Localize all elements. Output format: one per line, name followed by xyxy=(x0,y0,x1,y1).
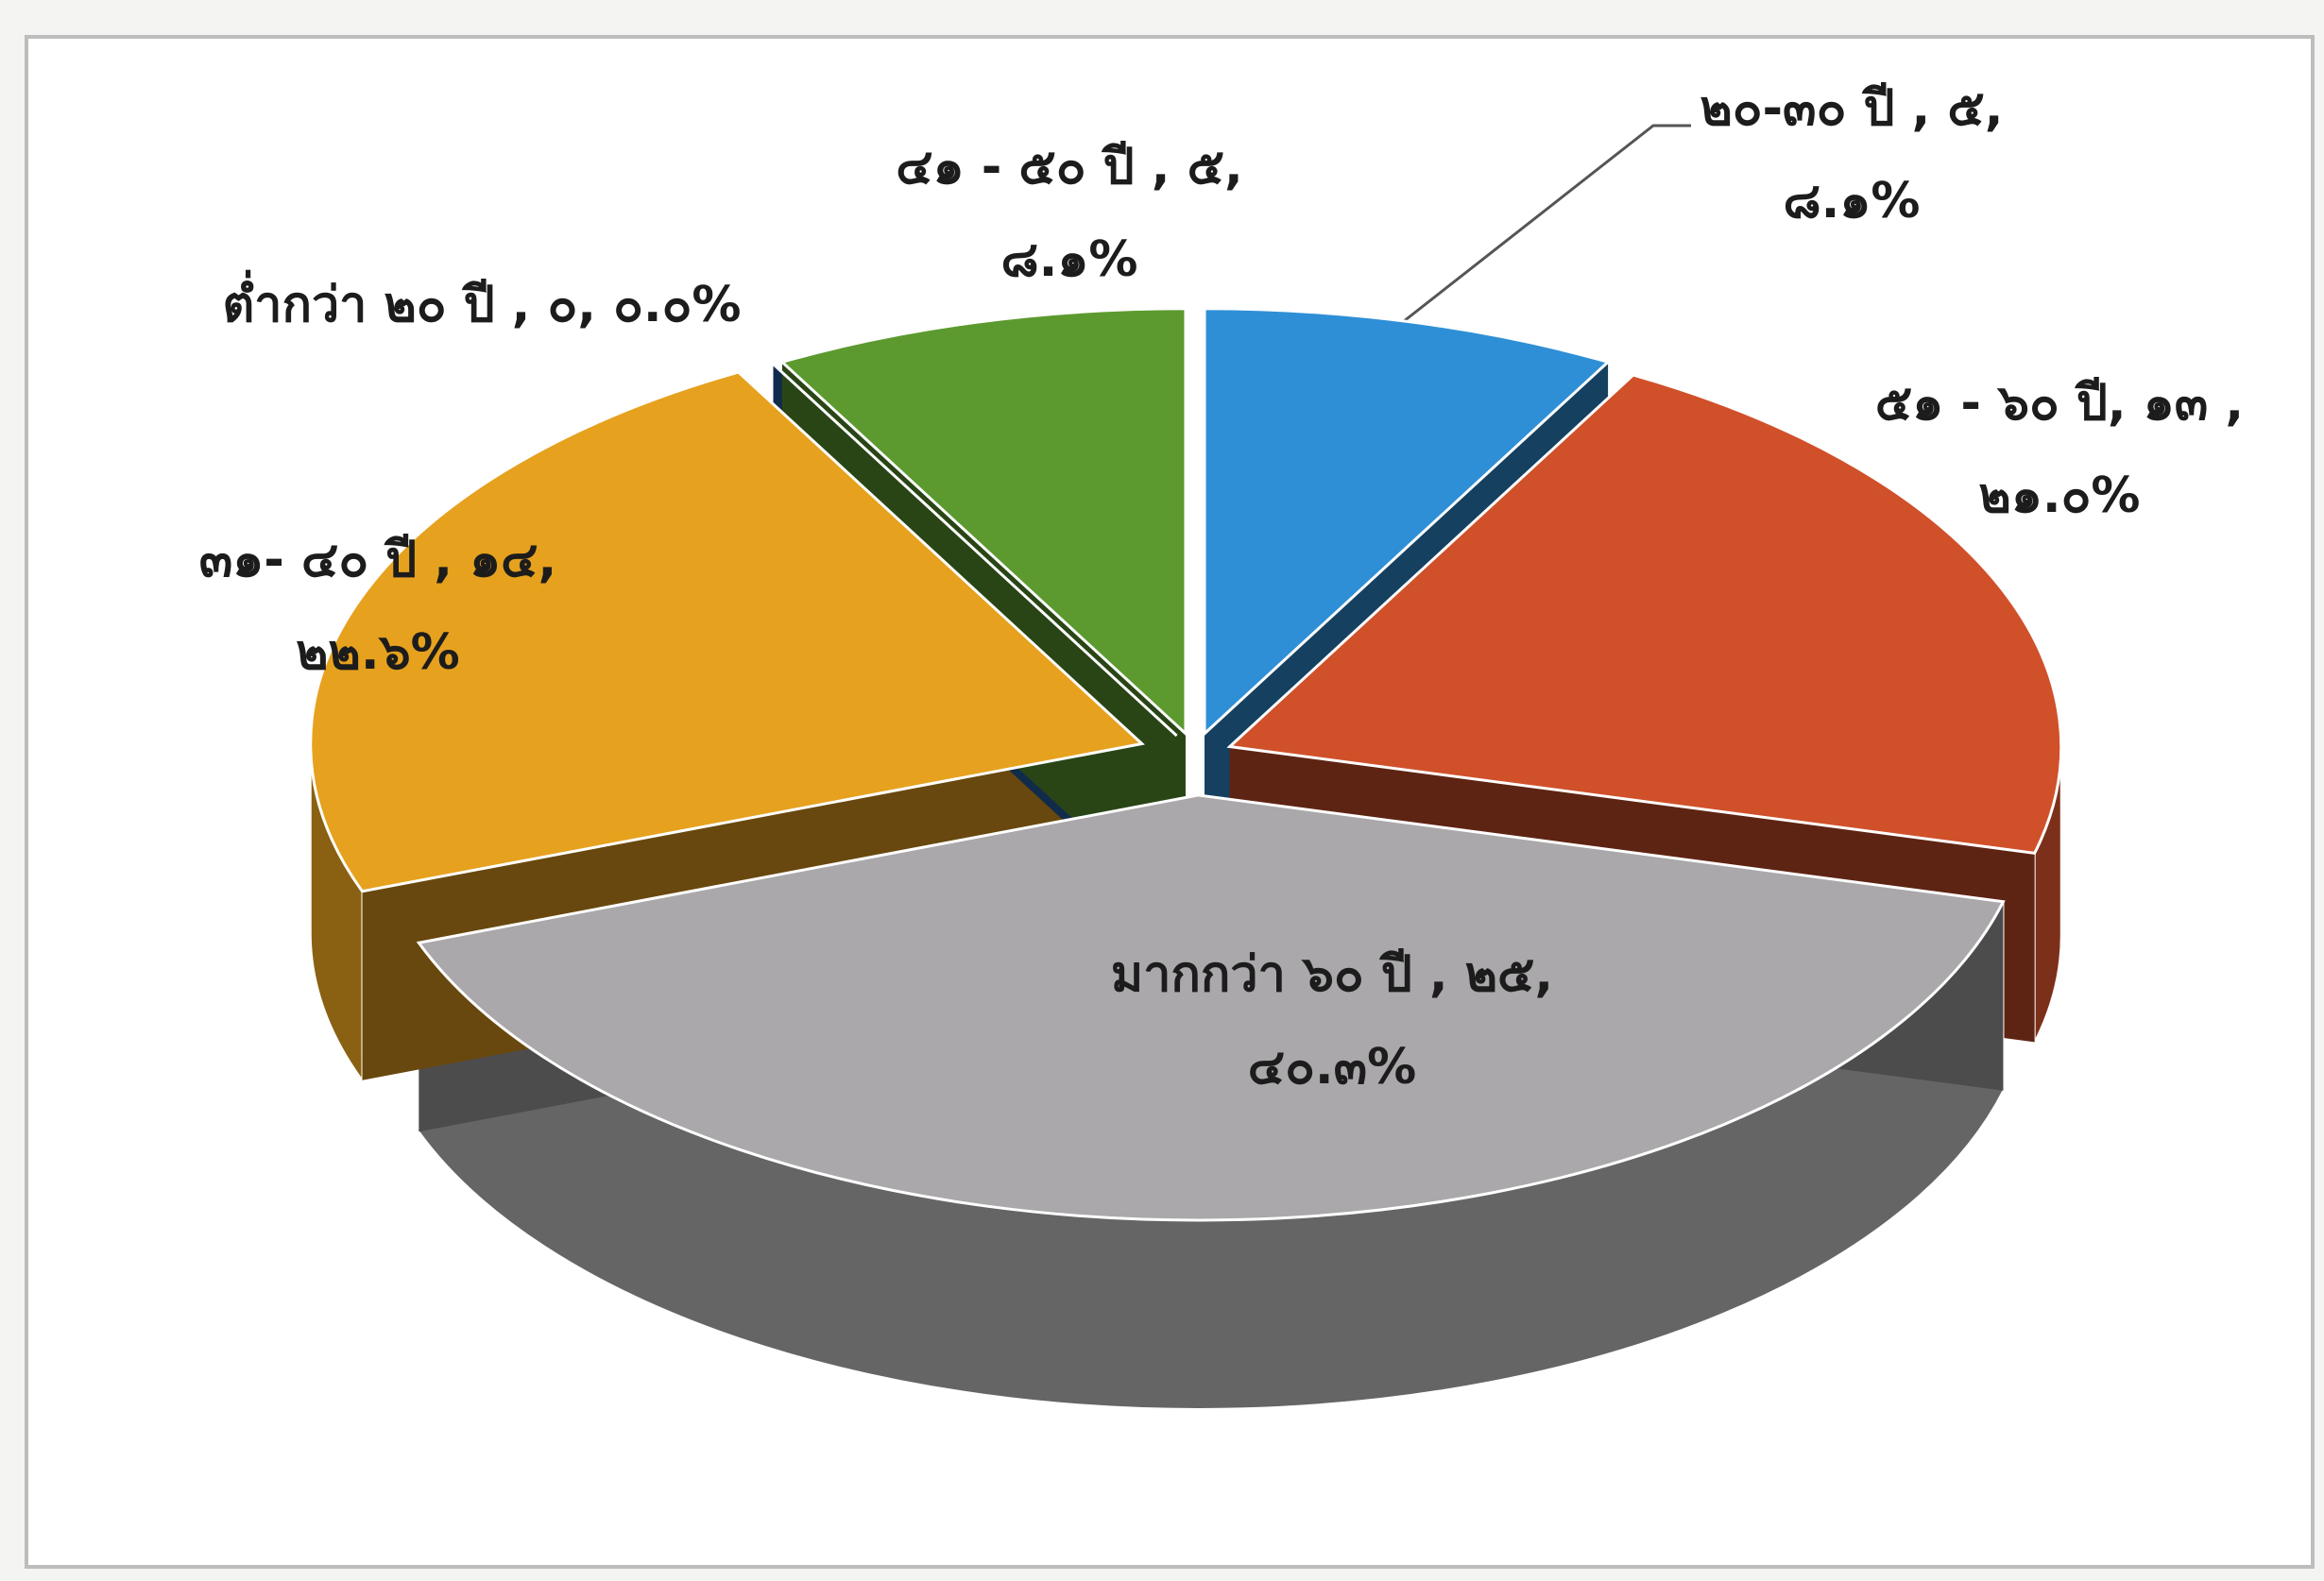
pie-tops xyxy=(309,307,2063,1222)
slice xyxy=(772,363,1178,738)
data-label: ต่ำกว่า ๒๐ ปี , ๐, ๐.๐% xyxy=(223,270,742,333)
data-label: ๘.๑% xyxy=(1001,231,1138,288)
data-label: ๔๐.๓% xyxy=(1248,1039,1417,1096)
data-label: ๒๑.๐% xyxy=(1979,468,2141,524)
slice xyxy=(416,793,2006,1222)
data-label: ๒๐-๓๐ ปี , ๕, xyxy=(1700,80,2003,137)
leader-line xyxy=(1363,124,1691,354)
data-label: ๔๑ - ๕๐ ปี , ๕, xyxy=(896,139,1242,196)
data-label: มากกว่า ๖๐ ปี , ๒๕, xyxy=(1111,946,1553,1003)
slice xyxy=(309,370,1145,893)
data-label: ๕๑ - ๖๐ ปี, ๑๓ , xyxy=(1875,375,2244,432)
data-labels: ๒๐-๓๐ ปี , ๕, ๘.๑% ๕๑ - ๖๐ ปี, ๑๓ , ๒๑.๐% มา… xyxy=(199,80,2244,1096)
slice xyxy=(778,307,1188,738)
data-label: ๒๒.๖% xyxy=(296,624,459,681)
slice xyxy=(1226,373,2063,855)
data-label: ๓๑- ๔๐ ปี , ๑๔, xyxy=(199,532,557,588)
data-label: ๘.๑% xyxy=(1784,173,1921,230)
slice xyxy=(1203,307,1612,738)
